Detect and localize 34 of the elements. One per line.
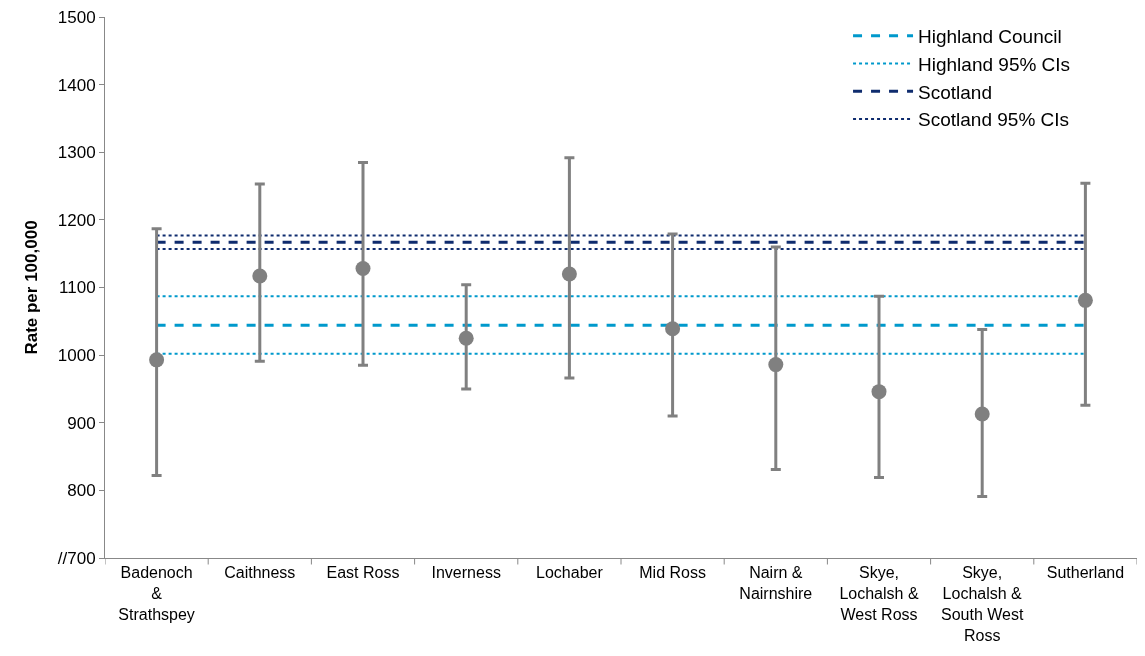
x-tick-label: Lochaber — [536, 564, 604, 582]
y-tick-label: 1500 — [57, 7, 96, 27]
point — [252, 268, 268, 284]
y-tick-label: 1200 — [57, 210, 96, 230]
y-tick-label: 800 — [67, 481, 96, 501]
point — [1077, 292, 1093, 308]
y-axis-title: Rate per 100,000 — [22, 220, 42, 355]
point — [561, 266, 577, 282]
x-tick-label: Sutherland — [1046, 564, 1125, 582]
x-tick-label: Mid Ross — [639, 564, 706, 582]
y-tick-label: 1400 — [57, 75, 96, 95]
legend-label: Highland 95% CIs — [918, 53, 1071, 75]
point — [974, 406, 990, 422]
x-tick-label: Badenoch & Strathspey — [118, 564, 195, 623]
x-tick-label: Caithness — [224, 564, 296, 582]
y-tick-label: 900 — [67, 413, 96, 433]
x-tick-label: East Ross — [326, 564, 400, 582]
x-tick-label: Inverness — [431, 564, 501, 582]
point — [149, 352, 165, 368]
legend-label: Scotland 95% CIs — [918, 109, 1070, 131]
point — [355, 261, 371, 277]
point — [458, 330, 474, 346]
point — [871, 384, 887, 400]
y-tick-label: //700 — [57, 548, 96, 568]
y-tick-label: 1000 — [57, 346, 96, 366]
y-tick-label: 1100 — [59, 278, 96, 298]
point — [665, 321, 681, 337]
x-tick-label: Skye, Lochalsh & South West Ross — [940, 564, 1024, 644]
legend-label: Highland Council — [918, 26, 1062, 48]
x-tick-label: Nairn & Nairnshire — [739, 564, 813, 602]
point — [768, 357, 784, 373]
y-tick-label: 1300 — [57, 143, 96, 163]
legend-label: Scotland — [918, 81, 992, 103]
x-tick-label: Skye, Lochalsh & West Ross — [839, 564, 919, 623]
